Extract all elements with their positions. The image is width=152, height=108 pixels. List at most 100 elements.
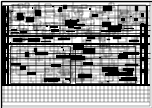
Bar <box>38 35 43 39</box>
Bar <box>94 26 101 33</box>
Bar <box>17 13 23 17</box>
Bar <box>37 23 40 26</box>
Bar <box>11 29 17 31</box>
Bar <box>13 38 22 42</box>
Bar <box>90 35 101 39</box>
Bar <box>93 35 105 38</box>
Bar <box>118 38 126 42</box>
Bar <box>22 38 25 41</box>
Bar <box>16 40 23 42</box>
Bar <box>79 26 89 30</box>
Bar <box>36 53 44 55</box>
Bar <box>73 79 84 81</box>
Bar <box>133 53 147 61</box>
Bar <box>113 35 121 39</box>
Bar <box>7 6 9 84</box>
Bar <box>45 69 49 72</box>
Bar <box>2 84 150 86</box>
Bar <box>52 6 54 7</box>
Bar <box>3 32 11 38</box>
Bar <box>4 45 7 49</box>
Bar <box>10 10 13 14</box>
Bar <box>76 24 85 26</box>
Bar <box>13 5 19 8</box>
Bar <box>132 37 137 40</box>
Bar <box>20 38 27 39</box>
Bar <box>3 12 11 18</box>
Bar <box>45 38 50 41</box>
Bar <box>69 21 80 28</box>
Bar <box>140 6 142 84</box>
Bar <box>100 45 107 48</box>
Bar <box>114 67 118 73</box>
Bar <box>74 7 80 13</box>
Bar <box>123 28 133 31</box>
Bar <box>104 6 112 11</box>
Bar <box>44 78 47 83</box>
Bar <box>43 24 50 31</box>
Bar <box>124 26 131 31</box>
Bar <box>65 7 115 34</box>
Bar <box>6 9 9 12</box>
Bar <box>116 26 128 30</box>
Bar <box>85 32 93 34</box>
Bar <box>51 29 59 32</box>
Bar <box>89 8 91 10</box>
Bar <box>11 63 21 65</box>
Bar <box>125 80 126 81</box>
Bar <box>102 67 114 72</box>
Bar <box>123 16 126 22</box>
Bar <box>60 70 69 74</box>
Bar <box>20 66 26 70</box>
Bar <box>141 33 144 37</box>
Bar <box>86 40 91 41</box>
Bar <box>45 10 53 12</box>
Bar <box>81 52 94 58</box>
Bar <box>17 50 28 56</box>
Bar <box>83 40 90 42</box>
Bar <box>114 71 127 76</box>
Bar <box>19 24 24 29</box>
Bar <box>53 53 65 59</box>
Bar <box>46 35 47 36</box>
Bar <box>27 73 28 75</box>
Bar <box>119 24 122 29</box>
Bar <box>4 13 7 17</box>
Bar <box>130 16 132 17</box>
Bar <box>77 19 79 22</box>
Bar <box>70 19 71 20</box>
Bar <box>74 27 81 29</box>
Bar <box>10 42 11 43</box>
Bar <box>28 38 40 42</box>
Bar <box>61 5 62 6</box>
Bar <box>50 26 58 28</box>
Bar <box>107 81 109 82</box>
Bar <box>102 15 108 21</box>
Bar <box>124 47 129 49</box>
Bar <box>135 6 138 11</box>
Bar <box>4 57 7 61</box>
Bar <box>33 21 41 27</box>
Bar <box>71 56 85 60</box>
Bar <box>89 28 100 33</box>
Bar <box>108 70 109 71</box>
Bar <box>10 46 70 83</box>
Bar <box>107 39 110 40</box>
Bar <box>56 55 70 58</box>
Bar <box>3 68 11 74</box>
Bar <box>86 19 94 24</box>
Bar <box>140 32 148 38</box>
Bar <box>140 56 148 62</box>
Bar <box>110 28 123 31</box>
Bar <box>92 14 98 17</box>
Bar <box>59 7 62 12</box>
Bar <box>70 61 81 68</box>
Bar <box>102 22 111 27</box>
Bar <box>102 30 109 33</box>
Bar <box>141 69 144 73</box>
Bar <box>120 14 130 22</box>
Bar <box>123 52 139 55</box>
Bar <box>43 41 44 42</box>
Bar <box>18 39 28 40</box>
Bar <box>50 46 58 51</box>
